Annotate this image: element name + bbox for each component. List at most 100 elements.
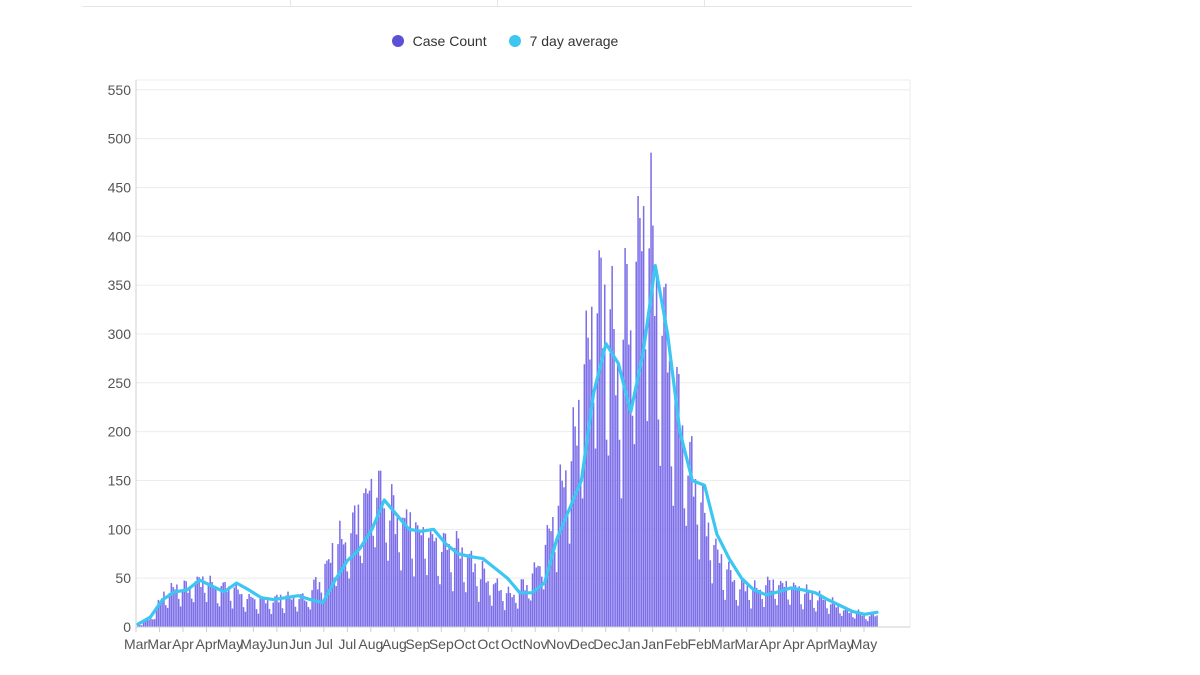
case-count-bar <box>805 584 808 627</box>
case-count-bar <box>287 591 289 627</box>
case-count-bar <box>785 581 788 627</box>
case-count-bar <box>679 434 682 627</box>
case-count-bar <box>239 594 241 627</box>
case-count-bar <box>187 592 189 627</box>
case-count-bar <box>361 563 363 627</box>
case-count-bar <box>405 509 408 627</box>
case-count-bar <box>770 590 773 627</box>
case-count-bar <box>859 611 862 627</box>
case-count-bar <box>737 605 739 627</box>
case-count-bar <box>190 598 193 627</box>
y-tick-label: 400 <box>108 228 132 244</box>
case-count-bar <box>591 306 593 627</box>
case-count-bar <box>839 613 841 627</box>
case-count-bar <box>161 598 163 627</box>
case-count-bar <box>309 609 312 627</box>
case-count-bar <box>583 364 586 627</box>
legend-label-case-count: Case Count <box>412 33 487 49</box>
case-count-bar <box>172 587 174 627</box>
case-count-bar <box>274 596 276 627</box>
case-count-bar <box>400 570 402 627</box>
case-count-bar <box>159 601 161 627</box>
case-count-bar <box>748 600 750 627</box>
legend-item-7-day-average[interactable]: 7 day average <box>508 33 618 49</box>
case-count-bar <box>694 479 697 627</box>
x-tick-label: Jul <box>338 636 356 652</box>
case-count-bar <box>392 495 395 627</box>
case-count-bar <box>303 600 306 627</box>
case-count-bar <box>772 579 775 627</box>
case-count-bar <box>718 563 721 627</box>
case-count-bar <box>333 577 336 627</box>
x-tick-label: Apr <box>783 636 805 652</box>
case-count-bar <box>566 516 569 627</box>
case-count-bar <box>842 610 845 627</box>
x-tick-label: Oct <box>477 636 499 652</box>
case-count-bar <box>461 547 463 627</box>
case-count-bar <box>313 579 315 627</box>
case-count-bar <box>620 498 623 627</box>
case-count-bar <box>711 583 713 627</box>
case-count-bar <box>741 579 743 627</box>
case-count-bar <box>653 316 656 627</box>
case-count-bar <box>631 415 634 627</box>
case-count-bar <box>837 603 839 627</box>
case-count-bar <box>487 581 489 627</box>
case-count-bar <box>355 534 358 627</box>
x-tick-label: Feb <box>688 636 712 652</box>
case-count-bar <box>248 593 250 627</box>
case-count-bar <box>403 518 406 627</box>
case-count-bar <box>616 361 619 627</box>
case-count-bar <box>802 609 804 627</box>
case-count-bar <box>570 461 573 627</box>
case-count-bar <box>150 618 152 627</box>
case-count-bar <box>494 582 497 627</box>
case-count-bar <box>763 606 765 627</box>
x-tick-label: Apr <box>172 636 194 652</box>
x-tick-label: Mar <box>147 636 171 652</box>
case-count-bar <box>692 496 695 627</box>
case-count-bar <box>433 541 436 627</box>
case-count-bar <box>503 610 506 627</box>
case-count-bar <box>183 580 186 627</box>
case-count-bar <box>289 595 291 627</box>
case-count-bar <box>278 602 280 627</box>
case-count-bar <box>555 572 558 627</box>
case-count-bar <box>235 584 237 627</box>
case-count-bar <box>626 263 628 627</box>
case-count-bar <box>216 603 219 627</box>
case-count-bar <box>189 586 191 627</box>
case-count-bar <box>263 597 265 627</box>
x-tick-label: Oct <box>501 636 523 652</box>
case-count-bar <box>181 589 184 627</box>
case-count-bar <box>855 612 858 627</box>
case-count-bar <box>228 586 230 627</box>
x-tick-label: Nov <box>546 636 571 652</box>
case-count-bar <box>431 534 434 627</box>
case-count-bar <box>455 531 458 627</box>
case-count-bar <box>407 527 410 627</box>
case-count-bar <box>628 344 630 627</box>
case-count-bar <box>865 619 867 627</box>
legend-item-case-count[interactable]: Case Count <box>391 33 487 49</box>
case-count-bar <box>703 512 706 627</box>
case-count-bar <box>561 480 563 627</box>
case-count-bar <box>768 580 771 627</box>
case-count-bar <box>600 257 602 627</box>
case-count-bar <box>659 465 662 627</box>
case-count-bar <box>507 586 510 627</box>
case-count-bar <box>452 591 454 627</box>
case-count-bar <box>296 611 299 627</box>
case-count-bar <box>670 466 673 627</box>
case-count-bar <box>374 547 376 627</box>
case-count-bar <box>170 583 173 627</box>
case-count-bar <box>359 555 362 627</box>
case-count-bar <box>272 602 274 627</box>
case-count-bar <box>846 608 849 627</box>
case-count-bar <box>644 349 647 627</box>
case-count-bar <box>618 439 621 627</box>
case-count-bar <box>290 599 293 627</box>
case-count-bar <box>663 287 665 627</box>
case-count-bar <box>411 558 413 627</box>
